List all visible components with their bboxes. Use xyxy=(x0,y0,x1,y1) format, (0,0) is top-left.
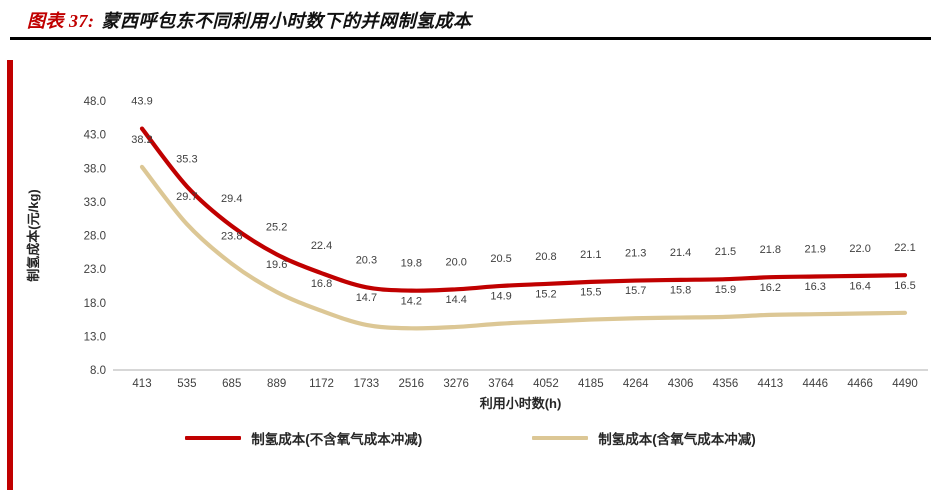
data-label-series-0: 21.8 xyxy=(760,244,781,256)
legend-label-excl-oxygen: 制氢成本(不含氧气成本冲减) xyxy=(251,432,423,447)
data-label-series-1: 15.9 xyxy=(715,284,736,296)
y-axis-title: 制氢成本(元/kg) xyxy=(26,189,41,281)
data-label-series-1: 14.7 xyxy=(356,292,377,304)
x-tick-label: 4466 xyxy=(847,378,873,390)
legend-label-incl-oxygen: 制氢成本(含氧气成本冲减) xyxy=(598,432,756,447)
figure-title: 蒙西呼包东不同利用小时数下的并网制氢成本 xyxy=(101,11,472,31)
legend: 制氢成本(不含氧气成本冲减) 制氢成本(含氧气成本冲减) xyxy=(0,428,941,448)
header-underline xyxy=(10,37,931,40)
data-label-series-1: 16.3 xyxy=(805,281,826,293)
x-tick-label: 2516 xyxy=(398,378,424,390)
x-tick-label: 685 xyxy=(222,378,241,390)
x-tick-label: 4185 xyxy=(578,378,604,390)
y-tick-label: 43.0 xyxy=(84,130,106,142)
legend-swatch-tan-line xyxy=(532,436,589,440)
x-tick-label: 4264 xyxy=(623,378,649,390)
data-label-series-1: 15.5 xyxy=(580,287,601,299)
x-tick-label: 413 xyxy=(132,378,151,390)
y-tick-label: 8.0 xyxy=(90,365,106,377)
data-label-series-0: 20.5 xyxy=(490,253,511,265)
data-label-series-0: 21.5 xyxy=(715,246,736,258)
x-tick-label: 4413 xyxy=(758,378,784,390)
data-label-series-1: 38.2 xyxy=(131,134,152,146)
data-label-series-0: 21.9 xyxy=(805,244,826,256)
x-tick-label: 889 xyxy=(267,378,286,390)
x-tick-label: 1172 xyxy=(309,378,334,390)
y-tick-label: 38.0 xyxy=(84,163,106,175)
data-label-series-0: 22.1 xyxy=(894,242,915,254)
data-label-series-0: 21.1 xyxy=(580,249,601,261)
y-tick-label: 28.0 xyxy=(84,231,106,243)
x-tick-label: 3276 xyxy=(443,378,469,390)
legend-item-excl-oxygen: 制氢成本(不含氧气成本冲减) xyxy=(185,428,422,448)
data-label-series-1: 16.8 xyxy=(311,278,332,290)
x-tick-label: 4490 xyxy=(892,378,918,390)
data-label-series-0: 19.8 xyxy=(401,258,422,270)
data-label-series-1: 15.2 xyxy=(535,289,556,301)
data-label-series-1: 15.8 xyxy=(670,285,691,297)
data-label-series-0: 43.9 xyxy=(131,96,152,108)
data-label-series-1: 14.9 xyxy=(490,291,511,303)
data-label-series-1: 15.7 xyxy=(625,285,646,297)
figure-number: 图表 37: xyxy=(27,11,95,31)
chart-header: 图表 37: 蒙西呼包东不同利用小时数下的并网制氢成本 xyxy=(27,7,472,33)
x-tick-label: 1733 xyxy=(354,378,380,390)
y-tick-label: 48.0 xyxy=(84,96,106,108)
x-axis-title: 利用小时数(h) xyxy=(480,396,562,411)
y-tick-label: 13.0 xyxy=(84,331,106,343)
data-label-series-1: 14.4 xyxy=(445,294,466,306)
series-line-0 xyxy=(139,126,908,293)
data-label-series-0: 20.0 xyxy=(445,256,466,268)
data-label-series-0: 35.3 xyxy=(176,153,197,165)
data-label-series-0: 21.3 xyxy=(625,248,646,260)
data-label-series-0: 22.4 xyxy=(311,240,332,252)
data-label-series-0: 25.2 xyxy=(266,221,287,233)
x-tick-label: 4446 xyxy=(802,378,828,390)
data-label-series-1: 23.8 xyxy=(221,231,242,243)
y-tick-label: 18.0 xyxy=(84,298,106,310)
data-label-series-0: 20.3 xyxy=(356,254,377,266)
x-tick-label: 4052 xyxy=(533,378,559,390)
legend-item-incl-oxygen: 制氢成本(含氧气成本冲减) xyxy=(532,428,756,448)
y-tick-label: 33.0 xyxy=(84,197,106,209)
y-tick-label: 23.0 xyxy=(84,264,106,276)
data-label-series-0: 20.8 xyxy=(535,251,556,263)
data-label-series-1: 14.2 xyxy=(401,295,422,307)
x-tick-label: 4306 xyxy=(668,378,694,390)
data-label-series-0: 22.0 xyxy=(849,243,870,255)
x-tick-label: 535 xyxy=(177,378,196,390)
left-accent-bar xyxy=(7,60,13,490)
legend-swatch-red-line xyxy=(185,436,242,440)
data-label-series-1: 29.7 xyxy=(176,191,197,203)
data-label-series-0: 29.4 xyxy=(221,193,242,205)
data-label-series-1: 16.2 xyxy=(760,282,781,294)
series-line-1 xyxy=(139,164,908,331)
data-label-series-0: 21.4 xyxy=(670,247,691,259)
data-label-series-1: 16.4 xyxy=(849,281,870,293)
x-tick-label: 4356 xyxy=(713,378,739,390)
data-label-series-1: 19.6 xyxy=(266,259,287,271)
cost-line-chart: 8.0 13.0 18.0 23.0 28.0 33.0 38.0 43.0 48.0 413 53… xyxy=(26,96,928,411)
x-tick-label: 3764 xyxy=(488,378,514,390)
data-label-series-1: 16.5 xyxy=(894,280,915,292)
